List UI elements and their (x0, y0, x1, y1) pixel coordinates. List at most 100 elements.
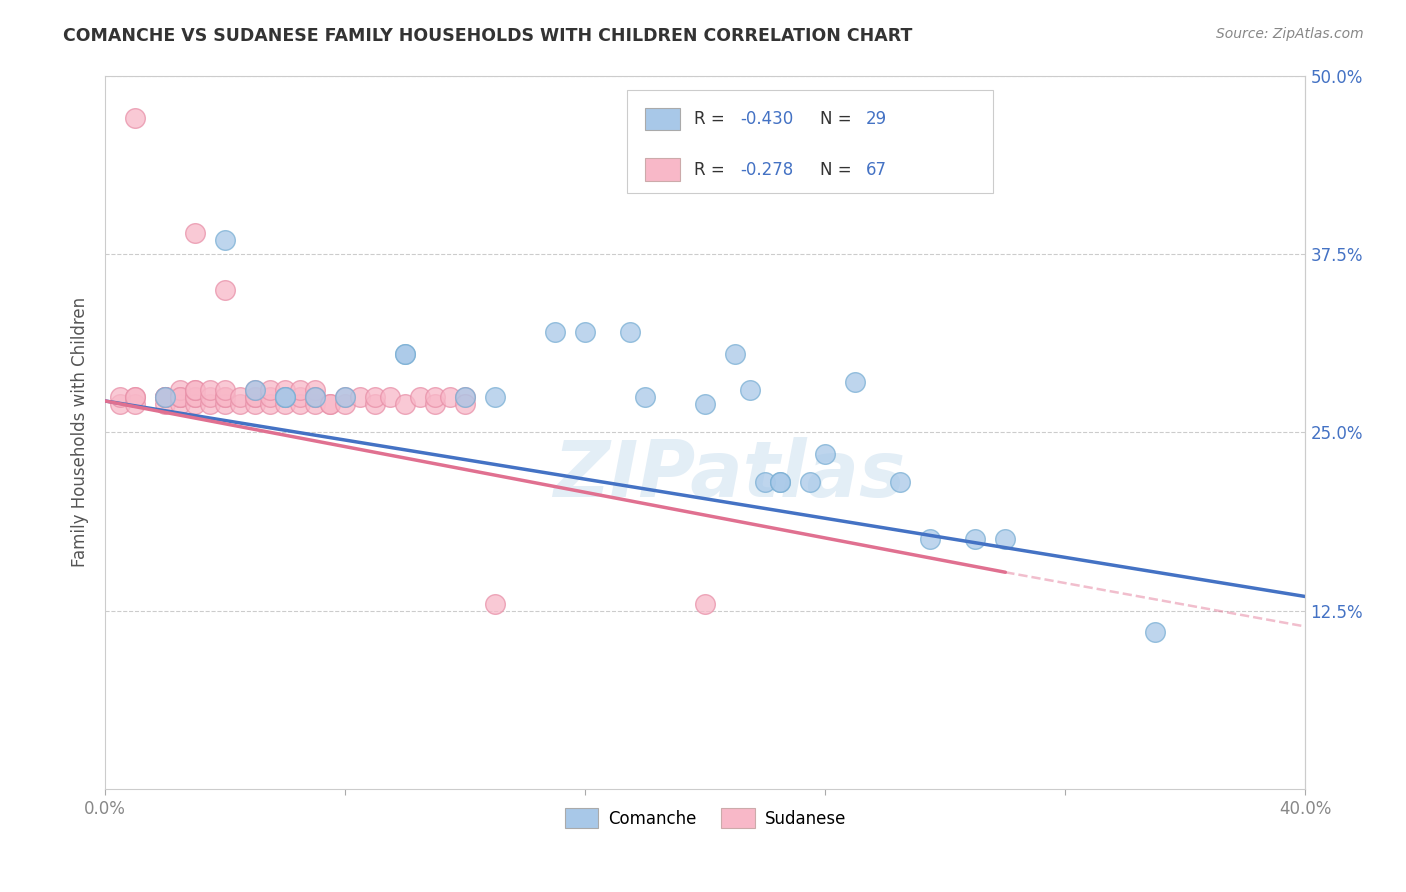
Point (184, 390, 207, 404)
Point (229, 397, 252, 411)
Point (155, 397, 177, 411)
Point (124, 112, 146, 126)
Point (290, 383, 312, 397)
Point (214, 390, 236, 404)
Point (695, 397, 717, 411)
Point (124, 397, 146, 411)
Point (214, 283, 236, 297)
Point (200, 383, 222, 397)
Text: R =: R = (695, 110, 730, 128)
Point (214, 233, 236, 247)
Point (1144, 625, 1167, 640)
Bar (645, 108, 681, 130)
Point (184, 226, 207, 240)
Text: -0.430: -0.430 (740, 110, 793, 128)
Point (394, 397, 416, 411)
Point (169, 390, 191, 404)
Point (304, 383, 326, 397)
Point (544, 326, 567, 340)
Text: ZIPatlas: ZIPatlas (553, 437, 905, 513)
Point (619, 326, 641, 340)
Point (184, 383, 207, 397)
Point (200, 397, 222, 411)
Text: R =: R = (695, 161, 730, 178)
Point (814, 447, 837, 461)
Point (214, 397, 236, 411)
Point (155, 390, 177, 404)
Point (769, 475, 792, 490)
Point (290, 390, 312, 404)
Point (304, 390, 326, 404)
Point (394, 347, 416, 361)
Point (274, 390, 297, 404)
Point (454, 390, 477, 404)
Point (169, 390, 191, 404)
Point (259, 390, 281, 404)
Text: 67: 67 (866, 161, 887, 178)
Point (769, 475, 792, 490)
Point (110, 397, 132, 411)
Point (484, 390, 506, 404)
Point (920, 533, 942, 547)
Point (425, 397, 447, 411)
Point (364, 390, 387, 404)
Point (245, 383, 267, 397)
Text: COMANCHE VS SUDANESE FAMILY HOUSEHOLDS WITH CHILDREN CORRELATION CHART: COMANCHE VS SUDANESE FAMILY HOUSEHOLDS W… (63, 27, 912, 45)
Point (200, 390, 222, 404)
Point (155, 390, 177, 404)
Point (754, 475, 776, 490)
Point (454, 397, 477, 411)
Point (274, 390, 297, 404)
Point (394, 347, 416, 361)
Point (184, 390, 207, 404)
Point (110, 390, 132, 404)
Point (799, 475, 821, 490)
Text: Source: ZipAtlas.com: Source: ZipAtlas.com (1216, 27, 1364, 41)
Point (259, 383, 281, 397)
Bar (645, 158, 681, 181)
Point (259, 397, 281, 411)
Point (304, 390, 326, 404)
Point (335, 397, 357, 411)
Point (169, 390, 191, 404)
Point (274, 390, 297, 404)
Point (319, 397, 342, 411)
Legend: Comanche, Sudanese: Comanche, Sudanese (558, 802, 852, 834)
Text: N =: N = (820, 161, 858, 178)
Point (454, 390, 477, 404)
Text: N =: N = (820, 110, 858, 128)
Point (889, 475, 911, 490)
Text: -0.278: -0.278 (740, 161, 793, 178)
Point (965, 533, 987, 547)
Point (290, 397, 312, 411)
Point (319, 397, 342, 411)
Point (304, 390, 326, 404)
Point (994, 533, 1017, 547)
Point (274, 397, 297, 411)
Point (155, 390, 177, 404)
Point (409, 390, 432, 404)
Point (695, 597, 717, 611)
Point (335, 390, 357, 404)
Point (245, 397, 267, 411)
Point (439, 390, 461, 404)
Point (724, 347, 747, 361)
Point (484, 597, 506, 611)
FancyBboxPatch shape (627, 90, 994, 194)
Point (425, 390, 447, 404)
Point (574, 326, 596, 340)
Point (214, 390, 236, 404)
Point (155, 390, 177, 404)
Point (304, 397, 326, 411)
Point (229, 390, 252, 404)
Point (184, 397, 207, 411)
Point (335, 390, 357, 404)
Point (155, 390, 177, 404)
Point (380, 390, 402, 404)
Point (844, 376, 866, 390)
Point (274, 383, 297, 397)
Point (364, 397, 387, 411)
Point (245, 390, 267, 404)
Point (274, 390, 297, 404)
Point (169, 383, 191, 397)
